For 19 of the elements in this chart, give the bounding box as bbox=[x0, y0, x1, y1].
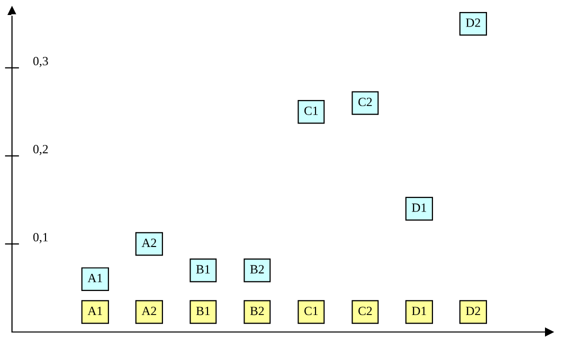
y-tick-label: 0,3 bbox=[33, 56, 48, 68]
y-tick-label: 0,2 bbox=[33, 144, 48, 156]
y-tick-label: 0,1 bbox=[33, 232, 48, 244]
x-tick-label: A2 bbox=[142, 306, 156, 316]
x-tick-label: D2 bbox=[466, 306, 480, 316]
data-label: D2 bbox=[466, 18, 480, 27]
data-label: A2 bbox=[142, 238, 156, 247]
x-tick-label: C2 bbox=[358, 306, 372, 316]
x-tick-label: A1 bbox=[88, 306, 102, 316]
data-label: C1 bbox=[304, 106, 318, 115]
data-label: C2 bbox=[358, 98, 372, 106]
x-tick-label: D1 bbox=[412, 306, 426, 316]
data-label: B1 bbox=[196, 265, 210, 274]
data-label: A1 bbox=[88, 274, 102, 282]
data-label: D1 bbox=[412, 203, 426, 212]
x-tick-label: C1 bbox=[304, 306, 318, 316]
x-tick-label: B1 bbox=[196, 306, 210, 316]
x-tick-label: B2 bbox=[250, 306, 264, 316]
data-label: B2 bbox=[250, 265, 264, 274]
